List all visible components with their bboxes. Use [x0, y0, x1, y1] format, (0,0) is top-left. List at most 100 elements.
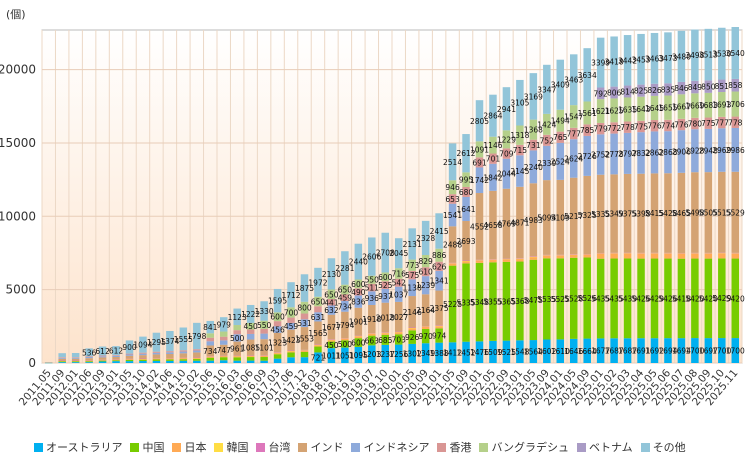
bar-segment — [569, 127, 578, 140]
bar-segment — [556, 142, 565, 180]
bar-segment — [246, 355, 255, 357]
data-label: 2805 — [470, 117, 489, 126]
bar-segment — [448, 180, 457, 195]
bar-segment — [543, 339, 551, 363]
bar-segment — [583, 48, 591, 102]
bar-segment — [529, 119, 538, 140]
bar-segment — [327, 339, 336, 340]
legend-swatch — [351, 442, 361, 452]
bar-segment — [556, 339, 565, 363]
bar-segment — [206, 357, 215, 361]
bar-segment — [596, 134, 605, 175]
bar-segment — [556, 255, 565, 256]
data-label: 1693 — [712, 100, 731, 109]
bar-segment — [260, 320, 268, 329]
bar-segment — [637, 33, 645, 85]
bar-segment — [287, 357, 295, 363]
bar-segment — [529, 183, 538, 257]
data-label: 1037 — [389, 290, 408, 299]
bar-segment — [448, 143, 457, 181]
bar-segment — [408, 327, 416, 329]
data-label: 2948 — [699, 147, 718, 156]
bar-stack: 1694 5426 5428 2868 774 1655 835 3473 — [658, 32, 678, 363]
bar-segment — [516, 258, 524, 259]
bar-segment — [516, 261, 524, 341]
bar-segment — [529, 73, 538, 120]
bar-stack: 1692 5429 5415 2862 776 1645 826 3463 — [645, 32, 664, 363]
bar-segment — [543, 255, 551, 259]
bar-segment — [179, 358, 188, 360]
bar-segment — [731, 253, 740, 259]
data-label: 731 — [526, 141, 541, 150]
legend-swatch — [437, 442, 447, 452]
data-label: 3498 — [685, 51, 704, 60]
data-label: 752 — [540, 136, 555, 145]
bar-segment — [193, 360, 201, 363]
bar-segment — [166, 358, 174, 359]
bar-segment — [260, 355, 268, 358]
bar-segment — [273, 332, 282, 353]
legend-swatch — [640, 442, 650, 452]
data-label: 776 — [674, 120, 689, 129]
bar-segment — [287, 322, 295, 330]
bar-segment — [394, 334, 403, 345]
data-label: 2328 — [416, 234, 435, 243]
bar-segment — [327, 299, 336, 306]
data-label: 734 — [203, 347, 218, 356]
data-label: 610 — [418, 268, 433, 277]
bar-segment — [246, 333, 255, 340]
bar-segment — [704, 252, 713, 254]
data-label: 5435 — [605, 294, 624, 303]
bar-segment — [623, 253, 632, 254]
bar-segment — [623, 85, 632, 98]
data-label: 612 — [95, 347, 110, 356]
data-label: 800 — [297, 304, 312, 313]
bar-segment — [314, 352, 322, 363]
bar-segment — [664, 252, 672, 254]
bar-segment — [704, 258, 713, 339]
bar-segment — [179, 357, 188, 359]
bar-segment — [475, 341, 484, 363]
bar-segment — [637, 253, 645, 254]
bar-segment — [71, 357, 80, 359]
bar-segment — [731, 253, 740, 254]
data-label: 3347 — [537, 85, 556, 94]
data-label: 1011 — [322, 352, 341, 361]
bar-segment — [125, 355, 134, 359]
y-tick-label: 5000 — [5, 283, 36, 297]
bar-segment — [152, 360, 161, 363]
bar-segment — [341, 311, 349, 339]
bar-segment — [206, 360, 215, 363]
data-label: 3105 — [510, 99, 529, 108]
legend-label: ベトナム — [589, 441, 633, 454]
legend-swatch — [577, 442, 587, 452]
bar-segment — [543, 258, 551, 340]
legend-item: インドネシア — [351, 439, 429, 455]
bar-segment — [664, 253, 672, 254]
data-label: 1318 — [510, 131, 529, 140]
data-label: 650 — [311, 298, 326, 307]
data-label: 2778 — [605, 150, 624, 159]
bar-segment — [368, 304, 376, 334]
bar-segment — [650, 338, 659, 363]
bar-segment — [112, 355, 120, 358]
bar-segment — [233, 334, 241, 342]
bar-stack: 1700 5429 5515 2969 777 1693 851 3530 — [712, 27, 732, 363]
data-label: 3463 — [645, 54, 664, 63]
data-label: 5335 — [456, 299, 475, 308]
bar-segment — [368, 334, 376, 336]
bar-segment — [435, 325, 443, 327]
data-label: 631 — [311, 313, 326, 322]
bar-stack: 1509 5355 4658 1842 701 1146 2864 — [483, 94, 503, 363]
data-label: 5335 — [591, 210, 610, 219]
bar-stack: 747 979 — [217, 317, 231, 363]
data-label: 2986 — [726, 146, 745, 155]
data-label: 511 — [365, 284, 380, 293]
bar-segment — [408, 270, 416, 280]
bar-segment — [206, 341, 215, 346]
bar-segment — [718, 252, 726, 254]
data-label: 5355 — [483, 298, 502, 307]
bar-segment — [125, 358, 134, 360]
bar-segment — [637, 84, 645, 97]
bar-segment — [193, 357, 201, 359]
